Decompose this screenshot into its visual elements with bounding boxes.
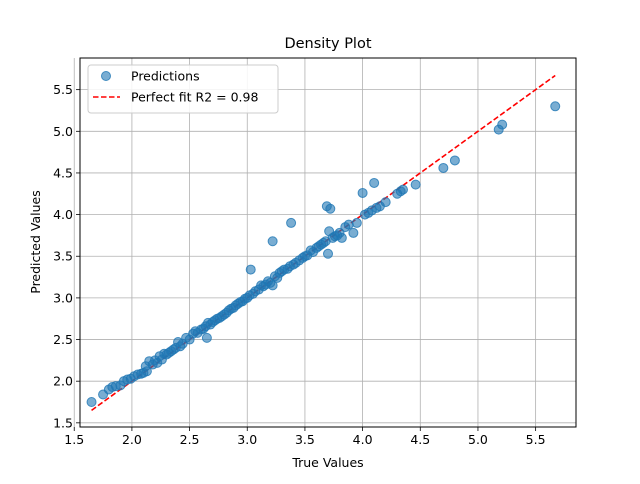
- scatter-points: [86, 101, 561, 408]
- x-tick-label: 4.0: [353, 432, 373, 447]
- y-tick-label: 4.0: [53, 207, 73, 222]
- chart-title: Density Plot: [284, 36, 371, 52]
- x-axis-ticks: 1.5 2.0 2.5 3.0 3.5 4.0 4.5 5.0 5.5: [64, 427, 546, 447]
- x-tick-label: 1.5: [64, 432, 84, 447]
- y-tick-label: 2.5: [53, 332, 73, 347]
- y-tick-label: 5.0: [53, 124, 73, 139]
- scatter-point: [141, 366, 152, 377]
- scatter-point: [348, 227, 359, 238]
- scatter-point: [286, 217, 297, 228]
- scatter-point: [397, 184, 408, 195]
- scatter-point: [497, 119, 508, 130]
- scatter-point: [267, 236, 278, 247]
- scatter-point: [325, 203, 336, 214]
- legend-label-perfect-fit: Perfect fit R2 = 0.98: [131, 90, 258, 105]
- x-tick-label: 3.5: [295, 432, 315, 447]
- legend-label-predictions: Predictions: [131, 69, 200, 84]
- x-tick-label: 5.5: [526, 432, 546, 447]
- scatter-point: [245, 264, 256, 275]
- y-tick-label: 3.5: [53, 249, 73, 264]
- scatter-point: [201, 332, 212, 343]
- scatter-point: [357, 187, 368, 198]
- y-tick-label: 5.5: [53, 82, 73, 97]
- perfect-fit-line-group: [91, 74, 556, 411]
- scatter-point: [336, 232, 347, 243]
- legend-box: [87, 64, 279, 114]
- scatter-point: [438, 162, 449, 173]
- y-tick-label: 4.5: [53, 165, 73, 180]
- scatter-point: [351, 217, 362, 228]
- scatter-point: [449, 155, 460, 166]
- scatter-point: [550, 101, 561, 112]
- scatter-point: [323, 248, 333, 259]
- x-tick-label: 2.0: [122, 432, 142, 447]
- plot-frame: [79, 57, 577, 428]
- perfect-fit-line: [91, 74, 556, 411]
- scatter-point: [343, 219, 354, 230]
- scatter-point: [267, 280, 278, 291]
- grid-lines: [73, 58, 576, 427]
- x-tick-label: 5.0: [468, 432, 488, 447]
- x-axis-label: True Values: [291, 455, 363, 470]
- x-tick-label: 4.5: [410, 432, 430, 447]
- legend: Predictions Perfect fit R2 = 0.98: [87, 64, 279, 114]
- y-axis-ticks: 1.5 2.0 2.5 3.0 3.5 4.0 4.5 5.0 5.5: [53, 82, 80, 430]
- x-tick-label: 3.0: [237, 432, 257, 447]
- scatter-point: [86, 397, 97, 408]
- x-tick-label: 2.5: [180, 432, 200, 447]
- y-tick-label: 2.0: [53, 374, 73, 389]
- scatter-point: [410, 179, 421, 190]
- scatter-point: [380, 197, 391, 208]
- scatter-point: [369, 177, 380, 188]
- y-tick-label: 1.5: [53, 415, 73, 430]
- y-tick-label: 3.0: [53, 290, 73, 305]
- legend-marker-predictions: [101, 71, 111, 81]
- y-axis-label: Predicted Values: [28, 190, 43, 294]
